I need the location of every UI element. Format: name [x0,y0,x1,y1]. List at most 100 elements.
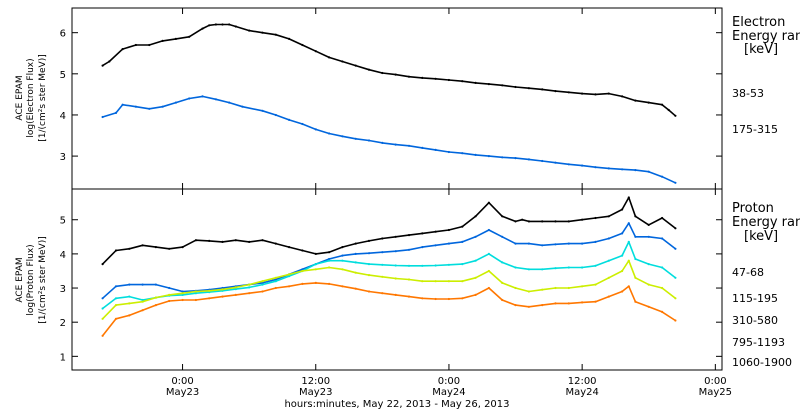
proton-series-point [221,295,224,298]
proton-series-point [354,261,357,264]
electron-y-tick-label: 3 [60,152,66,163]
electron-series-point [581,164,584,167]
proton-series-point [261,280,264,283]
proton-series-point [314,252,317,255]
proton-series-point [394,250,397,253]
electron-series-point [208,24,211,27]
proton-series-point [541,244,544,247]
proton-series-point [354,242,357,245]
proton-series-point [594,240,597,243]
proton-series-point [447,280,450,283]
electron-series-point [567,91,570,94]
proton-series-point [581,301,584,304]
proton-legend-title-3: [keV] [744,229,778,244]
proton-series-point [514,286,517,290]
proton-series-point [527,242,531,245]
proton-series-point [501,235,504,238]
proton-series-point [581,218,584,221]
electron-series-point [527,158,531,161]
proton-series-point [554,302,557,305]
proton-series-point [234,239,237,242]
proton-series-point [501,261,504,264]
electron-series-point [174,101,177,104]
electron-series-point [121,103,124,106]
electron-series-point [461,152,464,155]
proton-series-point [487,252,490,255]
proton-series-point [154,296,157,299]
electron-series-point [487,155,490,158]
electron-legend-series-1: 175-315 [732,123,778,136]
proton-series-point [248,283,251,286]
proton-series-point [554,220,557,223]
proton-series-point [634,300,637,303]
electron-series-point [301,43,304,47]
proton-series-point [674,227,677,230]
electron-series-point [274,33,277,36]
electron-ylabel-line1: ACE EPAM [15,75,25,120]
proton-series-point [567,220,570,223]
proton-series-point [168,286,171,290]
electron-series-point [667,108,670,112]
proton-series-point [367,274,371,277]
proton-series-point [341,246,344,249]
electron-series-point [288,118,291,121]
electron-series-point [328,132,331,135]
electron-series-point [421,146,424,149]
proton-series-point [354,287,357,290]
proton-legend-series-2: 310-580 [732,314,778,327]
electron-series-point [381,141,384,144]
proton-series-point [341,254,344,257]
x-tick-date-label: May24 [432,387,465,398]
proton-series-point [461,240,464,243]
proton-series-point [554,267,557,270]
proton-series [101,196,677,337]
electron-series-point [421,76,424,79]
electron-y-ticks: 3 4 5 6 [60,29,722,163]
proton-series-point [101,307,104,310]
proton-series-point [474,215,477,218]
electron-plot-frame [71,7,723,190]
proton-series-point [328,259,331,262]
proton-series-point [381,251,384,254]
proton-series-point [407,234,411,237]
proton-series-point [101,317,104,320]
proton-series-point [447,263,450,266]
proton-series-point [674,297,677,300]
electron-series-point [647,170,650,173]
proton-series-point [274,276,277,279]
electron-series-point [134,43,137,47]
proton-series-point [407,264,411,267]
proton-series-point [461,225,464,228]
proton-series-point [314,268,317,271]
x-axis-label: hours:minutes, May 22, 2013 - May 26, 20… [284,399,509,410]
proton-series-point [627,285,630,288]
proton-series-point [541,288,544,291]
proton-series-point [354,252,357,255]
electron-series [101,23,677,184]
electron-series-point [241,105,244,108]
x-tick-date-label: May23 [299,387,332,398]
proton-series-point [554,243,557,246]
electron-series-point [261,109,264,112]
proton-series-point [394,277,397,280]
electron-series-point [487,83,490,86]
proton-series-point [541,304,544,307]
proton-series-point [527,305,531,308]
proton-series-point [394,293,397,296]
proton-series-point [221,240,224,243]
proton-series-point [114,249,118,252]
proton-series-point [647,283,650,286]
proton-y-tick-label: 1 [60,352,66,363]
proton-series-point [394,264,397,267]
proton-series-point [607,295,610,298]
proton-y-tick-label: 5 [60,216,66,227]
proton-series-point [114,304,118,307]
electron-series-point [101,115,104,119]
proton-series-point [661,237,664,240]
proton-series-point [621,232,624,235]
x-tick-time-label: 12:00 [568,376,597,387]
proton-series-point [328,266,331,269]
proton-series-point [514,220,517,223]
proton-series-point [168,293,171,296]
